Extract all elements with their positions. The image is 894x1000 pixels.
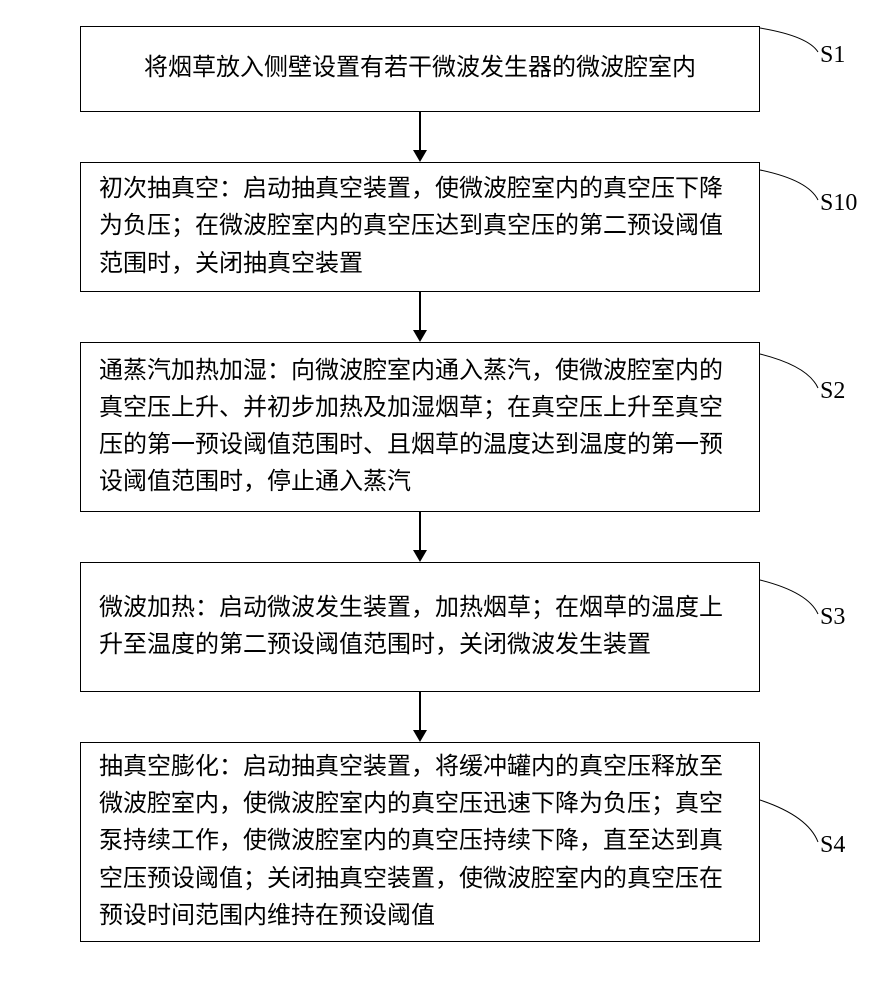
step-text: 抽真空膨化：启动抽真空装置，将缓冲罐内的真空压释放至微波腔室内，使微波腔室内的真… xyxy=(99,749,741,935)
step-text: 初次抽真空：启动抽真空装置，使微波腔室内的真空压下降为负压；在微波腔室内的真空压… xyxy=(99,171,741,283)
flow-arrow xyxy=(413,512,427,562)
step-box-s2: 通蒸汽加热加湿：向微波腔室内通入蒸汽，使微波腔室内的真空压上升、并初步加热及加湿… xyxy=(80,342,760,512)
arrow-head-icon xyxy=(413,150,427,162)
arrow-shaft xyxy=(419,692,421,730)
arrow-shaft xyxy=(419,292,421,330)
step-box-s3: 微波加热：启动微波发生装置，加热烟草；在烟草的温度上升至温度的第二预设阈值范围时… xyxy=(80,562,760,692)
step-box-s1: 将烟草放入侧壁设置有若干微波发生器的微波腔室内 xyxy=(80,26,760,112)
flowchart-container: 将烟草放入侧壁设置有若干微波发生器的微波腔室内 初次抽真空：启动抽真空装置，使微… xyxy=(80,26,760,942)
step-label-s1: S1 xyxy=(820,42,845,69)
flow-arrow xyxy=(413,112,427,162)
arrow-shaft xyxy=(419,512,421,550)
arrow-head-icon xyxy=(413,550,427,562)
step-label-s4: S4 xyxy=(820,832,845,859)
step-box-s4: 抽真空膨化：启动抽真空装置，将缓冲罐内的真空压释放至微波腔室内，使微波腔室内的真… xyxy=(80,742,760,942)
flow-arrow xyxy=(413,692,427,742)
flow-arrow xyxy=(413,292,427,342)
arrow-shaft xyxy=(419,112,421,150)
arrow-head-icon xyxy=(413,730,427,742)
step-label-s2: S2 xyxy=(820,378,845,405)
step-label-s3: S3 xyxy=(820,604,845,631)
step-label-s10: S10 xyxy=(820,190,857,217)
step-text: 将烟草放入侧壁设置有若干微波发生器的微波腔室内 xyxy=(99,50,741,87)
step-text: 微波加热：启动微波发生装置，加热烟草；在烟草的温度上升至温度的第二预设阈值范围时… xyxy=(99,590,741,664)
step-text: 通蒸汽加热加湿：向微波腔室内通入蒸汽，使微波腔室内的真空压上升、并初步加热及加湿… xyxy=(99,353,741,502)
step-box-s10: 初次抽真空：启动抽真空装置，使微波腔室内的真空压下降为负压；在微波腔室内的真空压… xyxy=(80,162,760,292)
arrow-head-icon xyxy=(413,330,427,342)
